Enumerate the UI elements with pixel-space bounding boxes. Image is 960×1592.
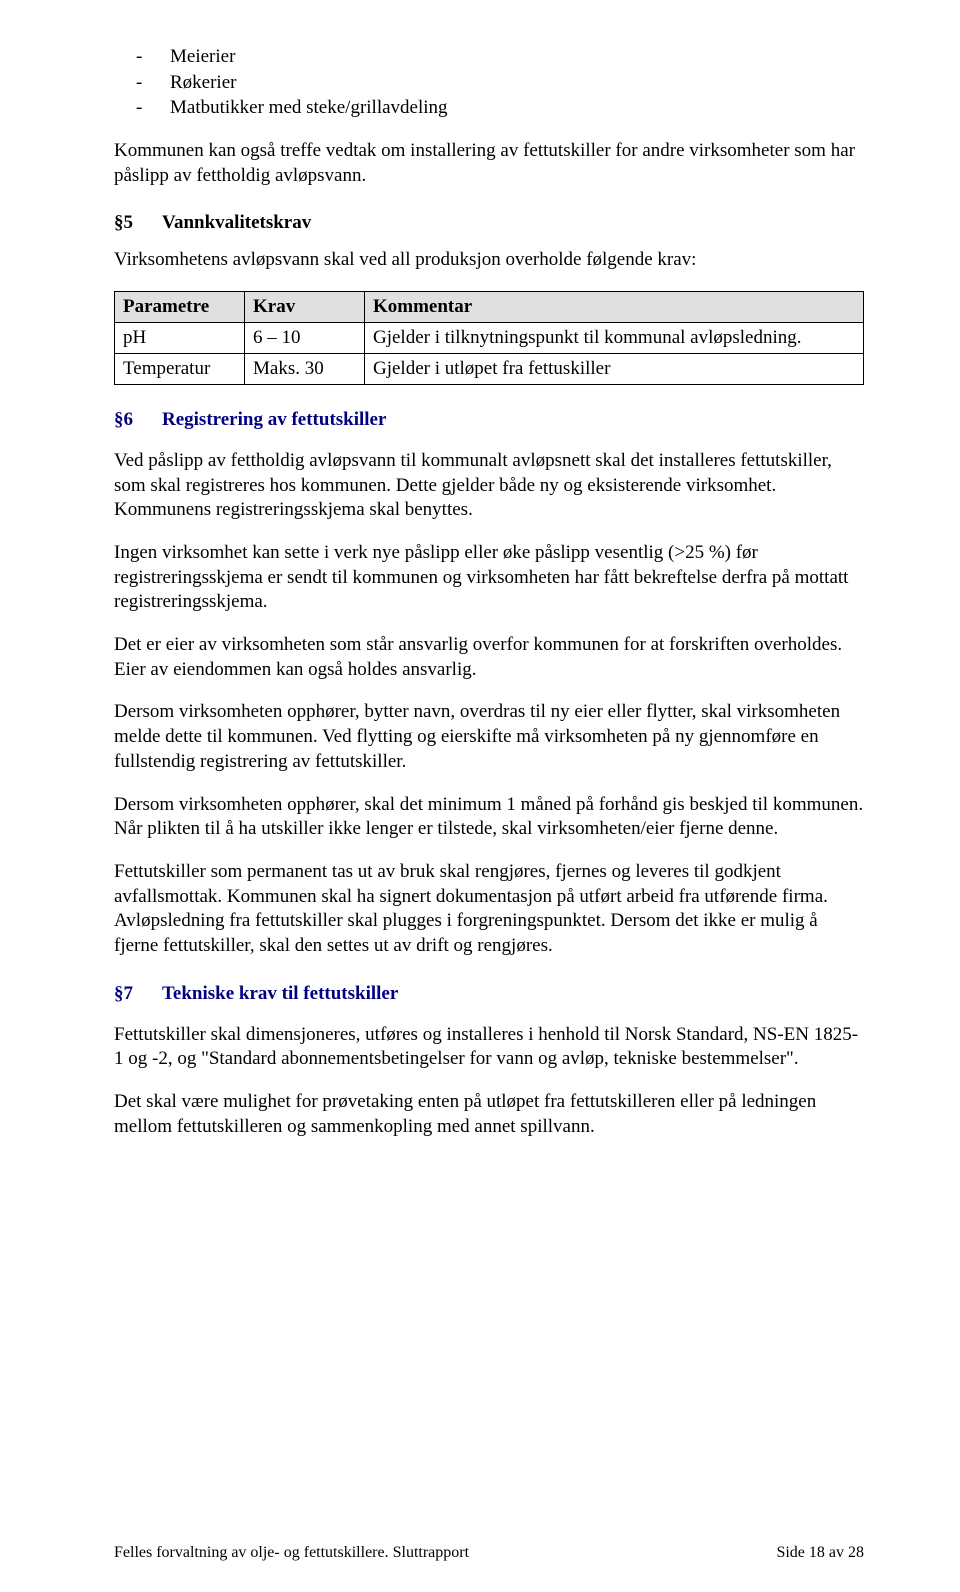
- section-title: Registrering av fettutskiller: [162, 409, 386, 430]
- paragraph: Fettutskiller skal dimensjoneres, utføre…: [114, 1023, 864, 1072]
- section-title: Vannkvalitetskrav: [162, 212, 311, 233]
- page-footer: Felles forvaltning av olje- og fettutski…: [114, 1544, 864, 1562]
- paragraph: Det skal være mulighet for prøvetaking e…: [114, 1090, 864, 1139]
- table-header: Parametre: [115, 291, 245, 322]
- paragraph: Det er eier av virksomheten som står ans…: [114, 633, 864, 682]
- section-6-heading: §6Registrering av fettutskiller: [114, 409, 864, 431]
- table-header: Krav: [245, 291, 365, 322]
- section-number: §5: [114, 212, 162, 234]
- table-header-row: Parametre Krav Kommentar: [115, 291, 864, 322]
- bullet-item: -Røkerier: [136, 70, 864, 96]
- table-row: pH 6 – 10 Gjelder i tilknytningspunkt ti…: [115, 322, 864, 353]
- requirements-table: Parametre Krav Kommentar pH 6 – 10 Gjeld…: [114, 291, 864, 385]
- document-page: -Meierier -Røkerier -Matbutikker med ste…: [0, 0, 960, 1592]
- table-cell: Maks. 30: [245, 353, 365, 384]
- paragraph: Ved påslipp av fettholdig avløpsvann til…: [114, 449, 864, 523]
- paragraph: Kommunen kan også treffe vedtak om insta…: [114, 139, 864, 188]
- section-number: §7: [114, 983, 162, 1005]
- footer-left: Felles forvaltning av olje- og fettutski…: [114, 1544, 469, 1562]
- table-cell: Temperatur: [115, 353, 245, 384]
- table-row: Temperatur Maks. 30 Gjelder i utløpet fr…: [115, 353, 864, 384]
- bullet-item: -Matbutikker med steke/grillavdeling: [136, 95, 864, 121]
- section-5-heading: §5Vannkvalitetskrav: [114, 212, 864, 234]
- bullet-text: Meierier: [170, 46, 235, 67]
- section-number: §6: [114, 409, 162, 431]
- paragraph: Ingen virksomhet kan sette i verk nye på…: [114, 541, 864, 615]
- paragraph: Dersom virksomheten opphører, skal det m…: [114, 793, 864, 842]
- table-header: Kommentar: [365, 291, 864, 322]
- bullet-text: Matbutikker med steke/grillavdeling: [170, 97, 448, 118]
- bullet-item: -Meierier: [136, 44, 864, 70]
- section-title: Tekniske krav til fettutskiller: [162, 983, 398, 1004]
- table-cell: 6 – 10: [245, 322, 365, 353]
- table-cell: Gjelder i utløpet fra fettuskiller: [365, 353, 864, 384]
- paragraph: Dersom virksomheten opphører, bytter nav…: [114, 700, 864, 774]
- paragraph: Fettutskiller som permanent tas ut av br…: [114, 860, 864, 959]
- table-cell: Gjelder i tilknytningspunkt til kommunal…: [365, 322, 864, 353]
- bullet-text: Røkerier: [170, 72, 236, 93]
- section-7-heading: §7Tekniske krav til fettutskiller: [114, 983, 864, 1005]
- footer-right: Side 18 av 28: [776, 1544, 864, 1562]
- table-cell: pH: [115, 322, 245, 353]
- paragraph: Virksomhetens avløpsvann skal ved all pr…: [114, 248, 864, 273]
